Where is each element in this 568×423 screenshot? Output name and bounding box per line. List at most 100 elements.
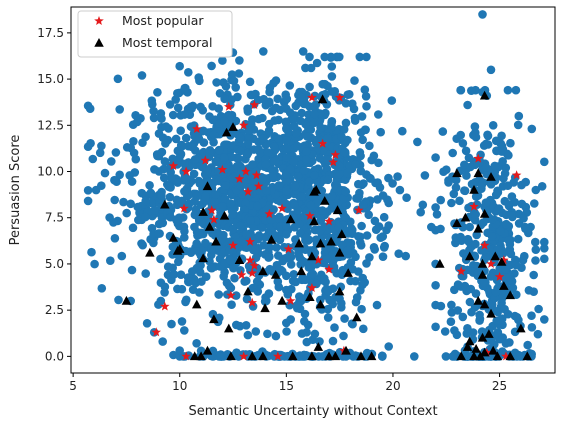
data-point [171,134,181,144]
data-point [290,201,300,210]
data-point [180,326,189,335]
data-point [343,168,352,178]
data-point [297,192,306,201]
data-point [248,115,257,124]
data-point [165,192,175,202]
temporal-marker [477,258,488,268]
data-point [451,183,461,192]
temporal-marker [168,233,179,242]
y-tick-label: 2.5 [45,303,64,317]
data-point [461,146,471,156]
data-point [268,171,277,181]
data-point [294,219,304,229]
data-point [514,111,524,121]
data-point [163,262,173,272]
data-point [243,330,253,340]
temporal-marker [465,251,475,261]
temporal-marker [334,286,345,296]
data-point [272,243,281,252]
data-point [172,195,182,205]
temporal-marker [211,236,221,246]
popular-marker [305,210,315,220]
data-point [464,153,474,163]
popular-marker [181,351,191,361]
temporal-marker [277,295,287,305]
data-point [270,156,280,166]
data-point [187,142,196,152]
data-point [180,187,189,196]
data-point [126,199,135,209]
data-point [341,175,350,184]
data-point [490,161,500,171]
data-point [227,152,236,162]
legend: Most popular Most temporal [77,10,233,58]
y-axis-ticks: 0.0 2.5 5.0 7.5 10.0 12.5 15.0 17.5 [37,26,71,363]
plot-area-frame [70,6,556,374]
data-point [302,351,311,360]
data-point [316,123,325,132]
data-point [486,65,496,75]
data-point [184,68,193,77]
data-point [111,148,121,157]
data-point [251,89,260,99]
data-point [379,212,389,222]
data-point [527,311,536,321]
data-point [431,281,440,290]
popular-marker [479,240,490,250]
data-point [115,105,124,114]
popular-marker [245,255,255,265]
popular-marker [209,214,219,224]
data-point [455,196,464,206]
data-point [340,314,349,323]
data-point [231,291,241,300]
temporal-marker [486,172,496,181]
data-point [199,138,209,147]
data-point [174,257,183,267]
temporal-marker [175,244,185,253]
data-point [299,166,309,175]
data-point [262,296,271,306]
popular-marker [307,92,317,102]
data-point [431,153,440,162]
data-point [520,222,530,232]
data-point [384,198,394,208]
data-point [262,186,271,195]
data-point [529,270,538,280]
data-point [105,213,114,222]
temporal-marker [307,351,317,361]
data-point [87,247,96,257]
data-point [540,254,549,264]
data-point [481,163,491,172]
popular-marker [354,205,364,215]
temporal-marker [471,344,481,353]
data-point [320,52,330,62]
data-point [306,125,316,134]
data-point [513,120,523,130]
data-point [442,165,451,174]
data-point [83,186,93,195]
data-point [531,245,541,254]
data-point [236,133,245,143]
data-point [234,69,244,78]
data-point [463,324,472,333]
data-point [306,200,316,210]
data-point [273,277,283,286]
data-point [160,288,169,297]
temporal-marker [296,266,306,276]
data-point [145,181,154,190]
data-point [129,137,138,146]
data-point [288,276,298,286]
data-point [440,327,450,336]
data-point [230,273,239,283]
data-point [540,237,549,247]
data-point [195,178,205,188]
data-point [282,153,291,162]
data-point [529,287,538,297]
data-point [471,192,481,201]
popular-marker [328,157,338,167]
data-point [232,320,241,330]
data-point [310,329,320,339]
popular-marker [243,186,253,196]
data-point [470,122,480,131]
